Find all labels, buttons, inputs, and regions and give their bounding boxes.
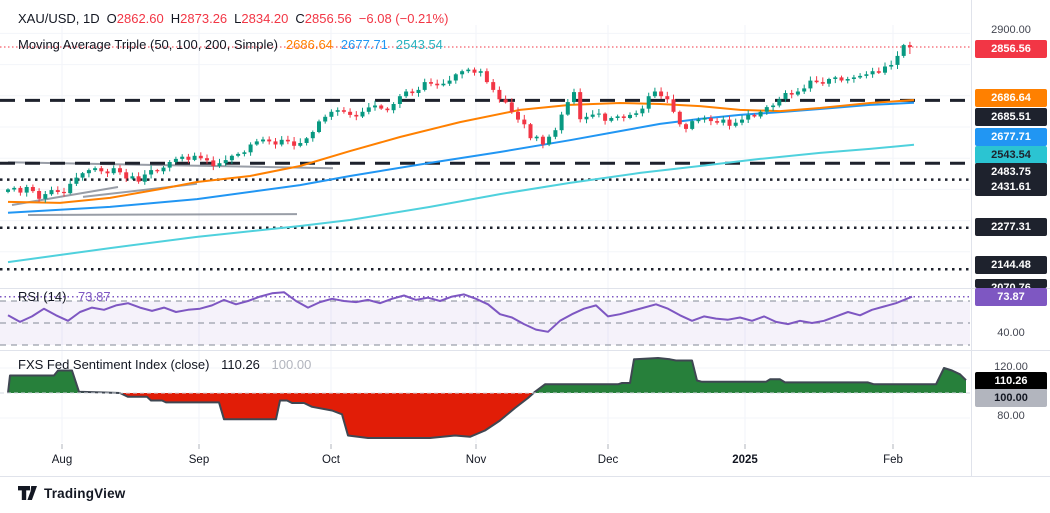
ohlc-values: O2862.60 H2873.26 L2834.20 C2856.56 — [100, 11, 352, 26]
price-axis[interactable]: 2900.00 2856.56 2686.64 2685.51 2677.71 2543.… — [971, 0, 1050, 476]
ohlc-number: 2834.20 — [241, 11, 289, 26]
ohlc-number: 2856.56 — [304, 11, 352, 26]
price-axis-label-2543-54: 2543.54 — [975, 146, 1047, 164]
change-value: −6.08 (−0.21%) — [358, 11, 449, 26]
ohlc-letter: O — [106, 11, 117, 26]
ohlc-number: 2873.26 — [180, 11, 228, 26]
price-axis-label-80-00: 80.00 — [997, 410, 1025, 422]
pane-separator-main-rsi[interactable] — [0, 288, 1050, 289]
time-axis-label-aug: Aug — [51, 454, 73, 466]
sentiment-area-negative — [120, 393, 534, 438]
fxs-pane-label[interactable]: FXS Fed Sentiment Index (close) 110.26 1… — [18, 357, 311, 372]
ma-legend-row[interactable]: Moving Average Triple (50, 100, 200, Sim… — [18, 37, 443, 52]
ma-values: 2686.64 2677.71 2543.54 — [278, 37, 443, 52]
rsi-current-value: 73.87 — [78, 289, 111, 304]
fxs-current-value: 110.26 — [221, 357, 260, 372]
price-axis-label-2431-61: 2431.61 — [975, 178, 1047, 196]
price-axis-label-2677-71: 2677.71 — [975, 128, 1047, 146]
price-axis-label-2685-51: 2685.51 — [975, 108, 1047, 126]
candlestick-series[interactable] — [6, 41, 912, 203]
price-axis-label-2900-00: 2900.00 — [991, 24, 1031, 36]
fxs-indicator-label: FXS Fed Sentiment Index (close) — [18, 357, 210, 372]
sma-50-line[interactable] — [7, 99, 915, 204]
symbol-title: XAU/USD, 1D — [18, 11, 100, 26]
rsi-indicator-label: RSI (14) — [18, 289, 67, 304]
sentiment-area-positive — [8, 370, 120, 393]
time-axis-label-dec: Dec — [597, 454, 619, 466]
ma-value: 2543.54 — [395, 37, 443, 52]
time-axis-label-oct: Oct — [322, 454, 340, 466]
fxs-baseline-value: 100.00 — [271, 357, 312, 372]
price-axis-label-100-00: 100.00 — [975, 389, 1047, 407]
rsi-line[interactable] — [7, 291, 913, 333]
price-axis-label-120-00: 120.00 — [994, 361, 1028, 373]
tradingview-brand-text: TradingView — [44, 486, 126, 501]
tradingview-logo-icon — [18, 486, 37, 500]
price-axis-label-40-00: 40.00 — [997, 327, 1025, 339]
ma-value: 2677.71 — [340, 37, 388, 52]
time-axis-label-sep: Sep — [188, 454, 210, 466]
ma-indicator-label: Moving Average Triple (50, 100, 200, Sim… — [18, 37, 278, 52]
ma-value: 2686.64 — [285, 37, 333, 52]
ohlc-letter: C — [295, 11, 305, 26]
pane-separator-rsi-fxs[interactable] — [0, 350, 1050, 351]
sma-200-line[interactable] — [7, 143, 915, 264]
price-axis-label-2856-56: 2856.56 — [975, 40, 1047, 58]
time-axis-label-nov: Nov — [465, 454, 487, 466]
gray-trendline[interactable] — [27, 213, 298, 216]
sentiment-outline[interactable] — [7, 357, 967, 439]
rsi-pane-label[interactable]: RSI (14) 73.87 — [18, 289, 111, 304]
symbol-ohlc-row[interactable]: XAU/USD, 1D O2862.60 H2873.26 L2834.20 C2856… — [18, 11, 448, 26]
ohlc-letter: L — [234, 11, 242, 26]
time-axis-label-2025: 2025 — [732, 454, 758, 466]
ohlc-letter: H — [170, 11, 181, 26]
price-axis-label-2483-75: 2483.75 — [975, 163, 1047, 181]
ohlc-number: 2862.60 — [116, 11, 164, 26]
price-axis-label-2686-64: 2686.64 — [975, 89, 1047, 107]
price-axis-label-73-87: 73.87 — [975, 288, 1047, 306]
chart-canvas[interactable] — [0, 0, 970, 513]
sentiment-area-positive — [533, 358, 966, 393]
price-axis-label-2277-31: 2277.31 — [975, 218, 1047, 236]
price-axis-label-110-26: 110.26 — [975, 372, 1047, 390]
price-axis-label-2144-48: 2144.48 — [975, 256, 1047, 274]
time-axis-label-feb: Feb — [883, 454, 903, 466]
price-axis-label-2070-76: 2070.76 — [975, 279, 1047, 288]
tradingview-attribution[interactable]: TradingView — [18, 486, 125, 501]
time-axis[interactable]: Aug Sep Oct Nov Dec 2025 Feb — [0, 444, 1050, 477]
